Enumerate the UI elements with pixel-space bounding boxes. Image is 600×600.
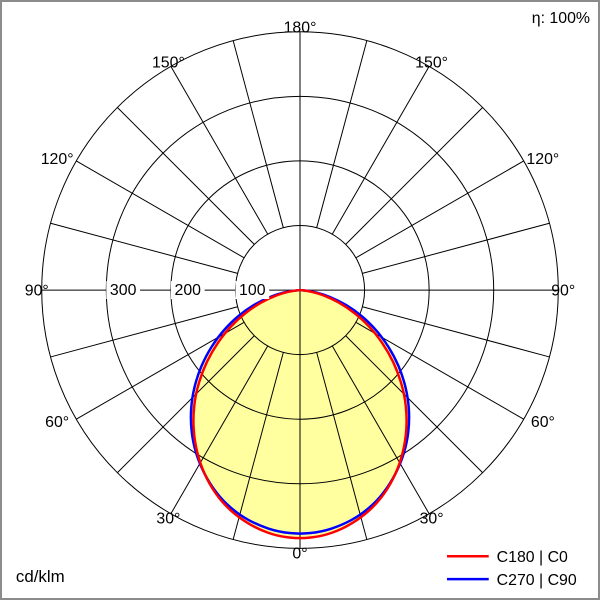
distribution-curves bbox=[189, 288, 411, 540]
legend: C180 | C0 C270 | C90 bbox=[447, 549, 577, 589]
angle-label-30-left: 30° bbox=[156, 510, 180, 527]
grid-spoke-315 bbox=[345, 107, 483, 245]
angle-label-60-right: 60° bbox=[531, 414, 555, 431]
unit-label: cd/klm bbox=[16, 567, 65, 586]
efficiency-value: η: 100% bbox=[532, 10, 590, 27]
grid-spoke-210 bbox=[76, 160, 245, 259]
axis-labels: 100 200 300 0° 30° 30° 60° 60° 90° 90° 120° 120° 150… bbox=[25, 19, 575, 562]
radial-tick-label-100: 100 bbox=[239, 282, 266, 299]
angle-label-0: 0° bbox=[292, 546, 307, 563]
grid-spoke-15 bbox=[362, 306, 550, 358]
radial-tick-label-200: 200 bbox=[175, 282, 202, 299]
grid-spoke-75 bbox=[316, 352, 368, 540]
angle-label-180: 180° bbox=[284, 19, 317, 36]
legend-label-c0: C180 | C0 bbox=[497, 549, 568, 566]
grid-spoke-285 bbox=[316, 40, 368, 228]
grid-spoke-300 bbox=[331, 66, 430, 235]
grid-spoke-255 bbox=[232, 40, 284, 228]
grid-spoke-135 bbox=[117, 335, 255, 473]
grid-spoke-330 bbox=[355, 160, 524, 259]
radial-tick-bg-100 bbox=[235, 281, 270, 300]
grid-spoke-105 bbox=[232, 352, 284, 540]
grid-spoke-225 bbox=[117, 107, 255, 245]
grid-spoke-60 bbox=[331, 345, 430, 515]
angle-label-150-right: 150° bbox=[415, 55, 448, 72]
grid-spoke-345 bbox=[362, 222, 550, 274]
radial-tick-bg-200 bbox=[170, 281, 205, 300]
grid-spoke-195 bbox=[50, 222, 238, 274]
angle-label-60-left: 60° bbox=[45, 414, 69, 431]
angle-label-90-right: 90° bbox=[551, 283, 575, 300]
radial-tick-label-300: 300 bbox=[110, 282, 137, 299]
angle-label-150-left: 150° bbox=[152, 55, 185, 72]
grid-spoke-165 bbox=[50, 306, 238, 358]
curve-c270-c90 bbox=[189, 288, 411, 535]
radial-tick-bg-300 bbox=[106, 281, 141, 300]
legend-label-c90: C270 | C90 bbox=[497, 572, 577, 589]
grid-spoke-45 bbox=[345, 335, 483, 473]
angle-label-90-left: 90° bbox=[25, 283, 49, 300]
angle-label-120-right: 120° bbox=[526, 151, 559, 168]
grid-spoke-240 bbox=[170, 66, 269, 235]
angle-label-120-left: 120° bbox=[41, 151, 74, 168]
angle-label-30-right: 30° bbox=[420, 510, 444, 527]
grid-spoke-120 bbox=[170, 345, 269, 515]
curve-c180-c0 bbox=[192, 288, 408, 540]
